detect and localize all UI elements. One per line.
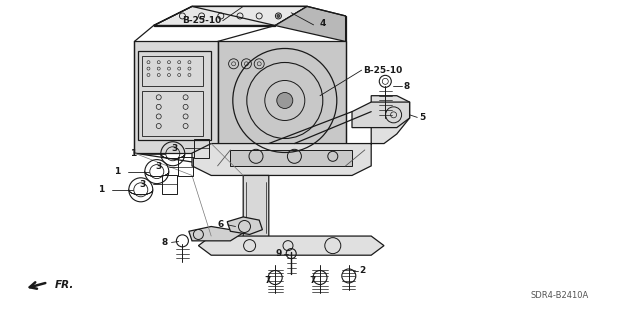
Text: 1: 1 <box>98 185 104 194</box>
Text: FR.: FR. <box>54 280 74 290</box>
Text: 3: 3 <box>172 144 178 153</box>
Polygon shape <box>134 41 218 153</box>
Polygon shape <box>189 226 243 241</box>
Circle shape <box>277 14 280 18</box>
Polygon shape <box>243 175 269 246</box>
Polygon shape <box>154 6 307 26</box>
Text: 8: 8 <box>403 82 410 91</box>
Polygon shape <box>218 41 346 166</box>
Polygon shape <box>352 102 410 128</box>
Polygon shape <box>275 6 346 41</box>
Text: 6: 6 <box>218 220 224 229</box>
Text: 3: 3 <box>140 180 146 189</box>
Text: 7: 7 <box>264 276 271 285</box>
Text: 1: 1 <box>130 149 136 158</box>
Polygon shape <box>230 150 352 166</box>
Bar <box>138 51 211 140</box>
Text: 5: 5 <box>419 113 426 122</box>
Text: 4: 4 <box>320 19 326 28</box>
Text: B-25-10: B-25-10 <box>364 66 403 75</box>
Text: 9: 9 <box>275 249 282 258</box>
Bar <box>178 157 193 176</box>
Bar <box>142 56 203 86</box>
Text: 8: 8 <box>162 238 168 247</box>
Polygon shape <box>198 236 384 255</box>
Bar <box>162 175 177 194</box>
Text: 2: 2 <box>360 266 366 275</box>
Text: B-25-10: B-25-10 <box>182 16 221 25</box>
Text: 3: 3 <box>156 162 162 171</box>
Polygon shape <box>192 96 410 175</box>
Circle shape <box>277 93 293 108</box>
Text: 7: 7 <box>309 276 316 285</box>
Text: SDR4-B2410A: SDR4-B2410A <box>531 291 589 300</box>
Polygon shape <box>227 217 262 234</box>
Text: 1: 1 <box>114 167 120 176</box>
Bar <box>194 139 209 158</box>
Bar <box>142 91 203 136</box>
